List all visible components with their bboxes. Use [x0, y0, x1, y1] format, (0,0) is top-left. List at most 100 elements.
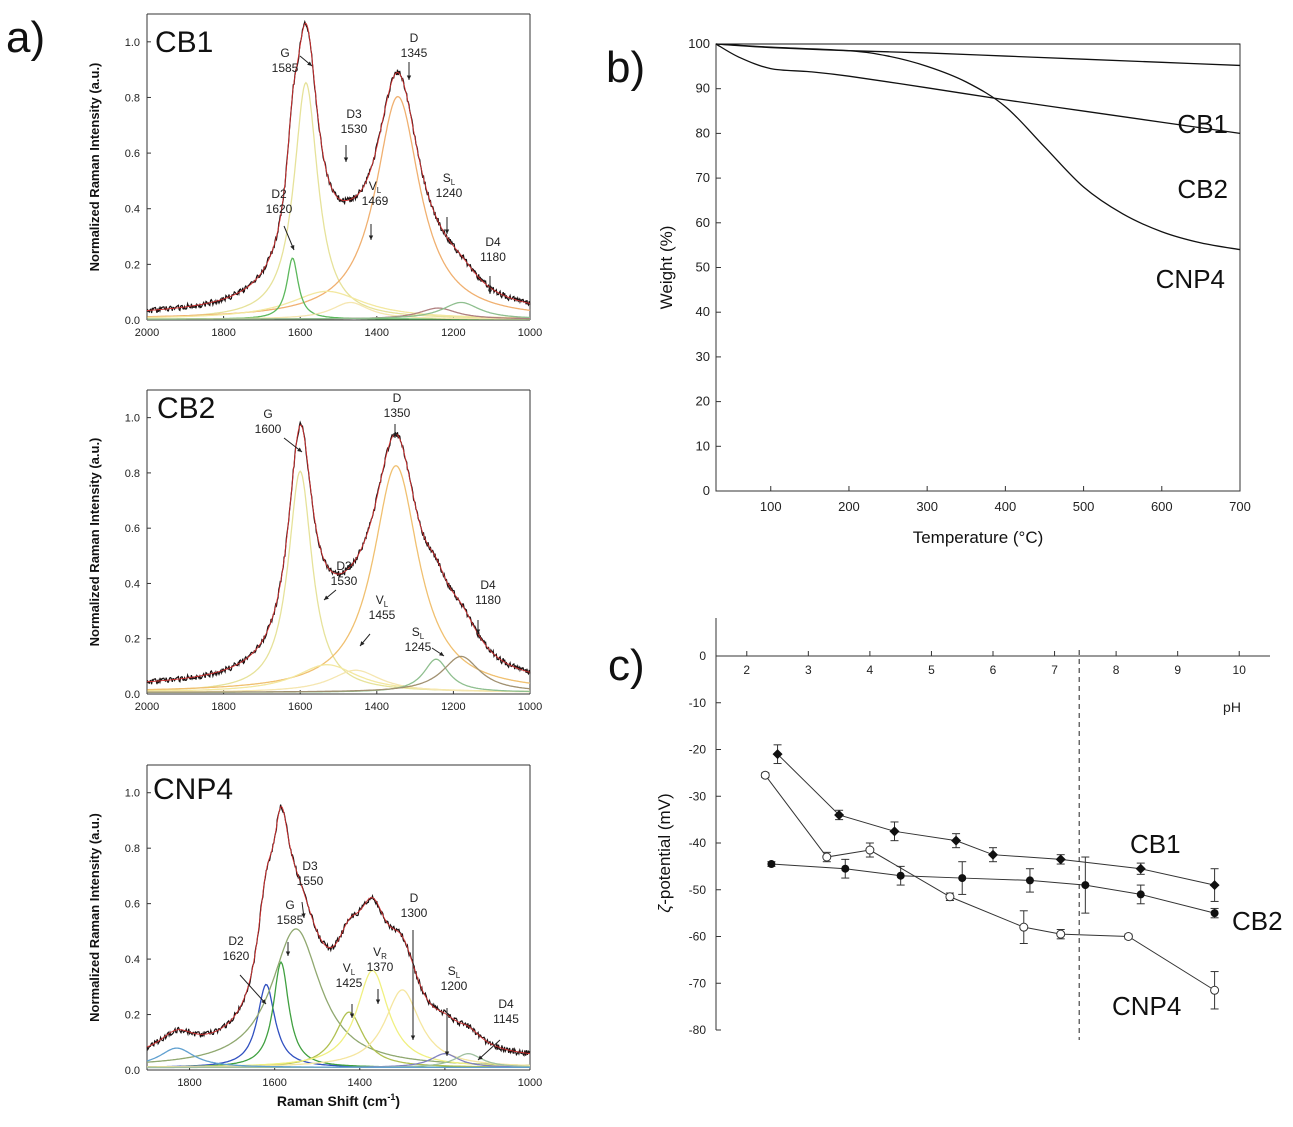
annotation-arrow-head: [285, 951, 291, 956]
y-tick-label: 0.6: [125, 148, 140, 160]
raman-cb2-plot: 0.0 0.2 0.4 0.6 0.8 1.0 2000 1800 1600 1400 1200 10…: [87, 389, 542, 713]
annotation-arrow-head: [406, 75, 412, 80]
y-tick-label: 1.0: [125, 413, 140, 425]
component-band-d: [147, 465, 531, 691]
peak-position-label: 1620: [266, 202, 293, 216]
annotation-arrow-head: [301, 913, 306, 918]
peak-name-label: G: [263, 407, 272, 421]
measured-spectrum: [146, 19, 531, 314]
x-tick-label: 8: [1113, 663, 1120, 677]
data-point: [951, 835, 962, 846]
component-band-d3: [147, 290, 530, 319]
peak-name-label: SL: [412, 625, 425, 641]
peak-name-label: SL: [448, 964, 461, 980]
y-tick-label: 0: [703, 483, 710, 498]
tga-curve-cnp4: [715, 43, 1241, 251]
data-point: [1123, 932, 1133, 941]
data-point: [767, 860, 776, 869]
measured-spectrum: [146, 804, 531, 1057]
data-point: [1210, 985, 1220, 995]
y-tick-label: 0.6: [125, 523, 140, 535]
annotation-arrow-head: [487, 289, 493, 294]
y-tick-label: 30: [696, 349, 710, 364]
peak-name-label: G: [280, 46, 289, 60]
y-tick-label: -50: [689, 883, 707, 897]
y-tick-label: 0.0: [125, 1065, 140, 1077]
x-axis-label: Raman Shift (cm-1): [277, 1092, 400, 1109]
y-tick-label: 0.6: [125, 899, 140, 911]
data-point: [1055, 854, 1066, 865]
annotation-arrow-head: [360, 641, 365, 646]
y-axis-label: Normalized Raman Intensity (a.u.): [87, 438, 102, 647]
panel-letter-c: c): [608, 641, 645, 690]
x-tick-label: 600: [1151, 499, 1173, 514]
y-axis-label: ζ-potential (mV): [655, 793, 674, 912]
peak-position-label: 1240: [436, 186, 463, 200]
sample-label: CNP4: [153, 773, 233, 806]
y-tick-label: 0.8: [125, 843, 140, 855]
panel-letter-a: a): [6, 13, 45, 62]
peak-position-label: 1345: [401, 46, 428, 60]
peak-name-label: VL: [343, 961, 356, 977]
peak-name-label: D4: [480, 578, 496, 592]
annotation-arrow-head: [324, 595, 329, 600]
component-band-extra: [146, 1047, 530, 1069]
data-point: [865, 845, 875, 855]
component-band-d: [147, 95, 531, 318]
annotation-arrow-head: [444, 1051, 450, 1056]
peak-position-label: 1200: [441, 979, 468, 993]
x-tick-label: 1800: [177, 1077, 201, 1089]
annotation-arrow-head: [410, 1035, 416, 1040]
peak-name-label: VR: [373, 945, 387, 961]
y-tick-label: -40: [689, 836, 707, 850]
series-line-cb2: [771, 863, 1215, 914]
data-point: [945, 892, 955, 902]
raman-cnp4-plot: 0.0 0.2 0.4 0.6 0.8 1.0 1800 1600 1400 1200 1000 No…: [87, 764, 542, 1109]
peak-name-label: D4: [485, 235, 501, 249]
x-tick-label: 100: [760, 499, 782, 514]
y-axis-label: Normalized Raman Intensity (a.u.): [87, 63, 102, 272]
fitted-spectrum: [146, 805, 531, 1055]
annotation-arrow-head: [343, 157, 349, 162]
y-tick-label: 1.0: [125, 788, 140, 800]
peak-position-label: 1469: [362, 194, 389, 208]
annotation-arrow-head: [290, 245, 295, 250]
annotation-arrow-head: [475, 629, 481, 634]
x-tick-label: 6: [990, 663, 997, 677]
peak-position-label: 1585: [277, 913, 304, 927]
peak-name-label: D4: [498, 997, 514, 1011]
annotation-arrow-head: [392, 433, 398, 438]
x-tick-label: 1200: [433, 1077, 457, 1089]
peak-name-label: VL: [369, 179, 382, 195]
data-point: [760, 770, 770, 780]
peak-position-label: 1550: [297, 874, 324, 888]
peak-position-label: 1530: [331, 574, 358, 588]
y-tick-label: 1.0: [125, 37, 140, 49]
annotation-arrow-line: [239, 974, 267, 1005]
fitted-spectrum: [146, 424, 531, 683]
x-tick-label: 2000: [135, 327, 159, 339]
x-tick-label: 1200: [441, 701, 465, 713]
data-point: [841, 864, 850, 873]
y-tick-label: 50: [696, 260, 710, 275]
y-tick-label: 0.2: [125, 1010, 140, 1022]
component-band-d4: [147, 655, 531, 693]
annotation-arrow-head: [439, 651, 444, 656]
x-axis-label: pH: [1223, 699, 1241, 715]
peak-name-label: D2: [271, 187, 287, 201]
x-tick-label: 5: [928, 663, 935, 677]
peak-position-label: 1180: [480, 250, 506, 264]
annotation-arrow-head: [307, 61, 312, 66]
sample-label: CB1: [155, 26, 213, 59]
y-tick-label: 90: [696, 81, 710, 96]
y-tick-label: 0.8: [125, 468, 140, 480]
x-tick-label: 1600: [262, 1077, 286, 1089]
x-tick-label: 10: [1233, 663, 1247, 677]
x-tick-label: 1600: [288, 327, 312, 339]
sample-label: CB2: [157, 392, 215, 425]
peak-name-label: D: [410, 31, 419, 45]
data-point: [1019, 922, 1029, 932]
x-tick-label: 1000: [518, 327, 542, 339]
peak-name-label: D3: [336, 559, 352, 573]
y-tick-label: -80: [689, 1023, 707, 1037]
